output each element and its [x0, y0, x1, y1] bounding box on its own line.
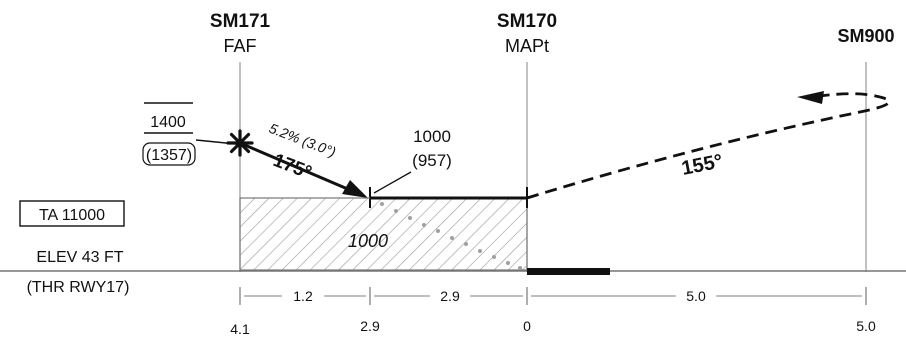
missed-approach-course: 155° [680, 150, 725, 179]
missed-fix-id: SM900 [837, 26, 894, 46]
obstacle-area [239, 197, 528, 271]
aerodrome-elevation: ELEV 43 FT [36, 249, 123, 266]
mapt-fix-role: MAPt [505, 36, 549, 56]
scale-label-sm900: 5.0 [856, 318, 876, 334]
transition-altitude: TA 11000 [39, 207, 105, 224]
transition-altitude-box [19, 200, 125, 227]
segment-distance-stepdown-mapt: 2.9 [440, 288, 460, 304]
obstacle-area-label: 1000 [348, 231, 388, 251]
runway-bar [527, 268, 610, 275]
stepdown-height: (957) [412, 151, 452, 170]
final-course: 175° [270, 150, 314, 184]
faf-height: (1357) [146, 147, 192, 164]
glidepath-dots [380, 202, 522, 270]
segment-distance-missed: 5.0 [686, 288, 706, 304]
segment-distance-faf-stepdown: 1.2 [293, 288, 313, 304]
faf-fix-id: SM171 [210, 11, 271, 32]
faf-height-box [142, 142, 196, 166]
faf-minimum-altitude: 1400 [150, 114, 186, 131]
faf-fix-role: FAF [223, 36, 256, 56]
threshold-label: (THR RWY17) [27, 279, 130, 296]
stepdown-altitude: 1000 [413, 127, 451, 146]
scale-label-mapt: 0 [523, 318, 531, 334]
distance-ticks [239, 287, 867, 305]
scale-label-stepdown: 2.9 [360, 318, 380, 334]
descent-path [239, 141, 351, 192]
scale-label-faf: 4.1 [230, 321, 250, 337]
descent-arrowhead-icon [342, 180, 368, 198]
missed-approach-arrowhead-icon [797, 91, 824, 104]
stepdown-leader [373, 171, 412, 194]
mapt-fix-id: SM170 [497, 11, 557, 32]
missed-approach-path [526, 92, 891, 200]
